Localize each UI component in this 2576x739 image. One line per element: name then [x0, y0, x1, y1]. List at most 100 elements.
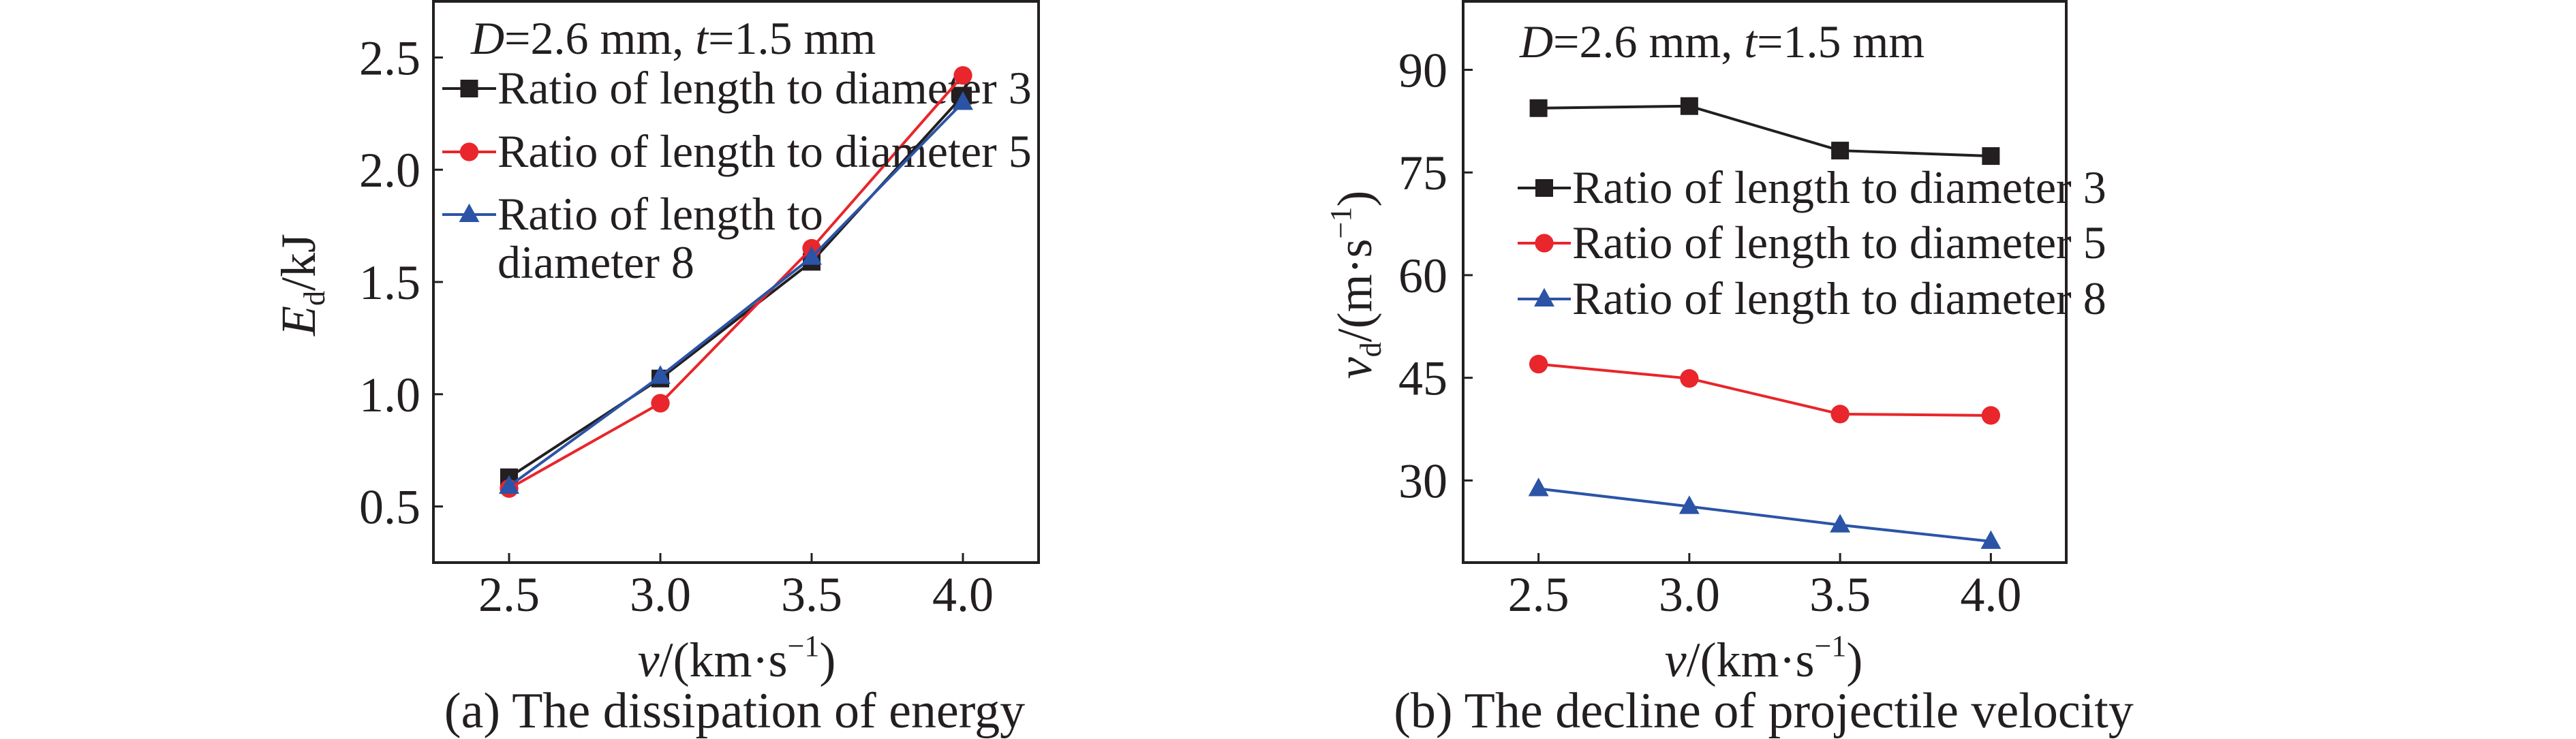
y-tick-label: 2.0 [359, 143, 420, 198]
text-span: /(m·s [1328, 238, 1382, 342]
legend-marker [460, 80, 478, 97]
y-tick-label: 0.5 [359, 480, 420, 535]
series-0 [1529, 97, 2000, 166]
text-span: =2.6 mm, [1553, 16, 1744, 67]
text-span: d [1354, 342, 1387, 357]
data-point [650, 365, 671, 384]
x-tick-label: 3.5 [1809, 567, 1871, 622]
text-span: v [1665, 633, 1687, 687]
legend-marker [1535, 179, 1553, 197]
series-line [1538, 487, 1991, 543]
x-tick-label: 2.5 [478, 567, 540, 622]
legend-entry-2: Ratio of length to diameter 8 [1518, 272, 2106, 324]
legend-entry-0: Ratio of length to diameter 3 [442, 62, 1032, 114]
data-point [953, 66, 972, 85]
series-line [1538, 104, 1991, 158]
y-tick-label: 30 [1398, 454, 1447, 508]
text-span: /(km·s [660, 633, 788, 687]
data-point [1982, 147, 2000, 166]
legend-entry-1: Ratio of length to diameter 5 [1518, 217, 2106, 268]
data-point [1529, 99, 1548, 117]
text-span: =1.5 mm [708, 12, 876, 64]
legend-label: Ratio of length to diameter 5 [497, 125, 1032, 177]
data-point [1831, 142, 1850, 160]
y-tick-label: 2.5 [359, 31, 420, 85]
y-tick-label: 75 [1398, 146, 1447, 200]
data-point [1678, 495, 1700, 514]
y-tick-label: 60 [1398, 249, 1447, 303]
text-span: ) [819, 633, 835, 687]
x-axis-label: v/(km·s−1) [1665, 629, 1863, 687]
data-point [1981, 406, 2001, 425]
plot-frame [1462, 0, 2068, 564]
text-span: ) [1846, 633, 1862, 687]
text-span: D [1519, 16, 1553, 67]
data-point [1830, 405, 1850, 424]
text-span: v [638, 633, 660, 687]
text-span: −1 [1815, 629, 1847, 663]
data-point [1529, 354, 1548, 374]
text-span: /kJ [271, 234, 326, 291]
data-point [801, 246, 822, 265]
x-tick-label: 3.0 [1659, 567, 1720, 622]
series-2 [1528, 477, 2002, 549]
parameter-annotation: D=2.6 mm, t=1.5 mm [1519, 16, 1925, 67]
data-point [499, 475, 519, 494]
text-span: t [695, 12, 709, 64]
legend-label: Ratio of length to [497, 188, 823, 240]
legend-entry-1: Ratio of length to diameter 5 [442, 125, 1032, 177]
panel-b: 2.5 3.0 3.5 4.03045607590v/(km·s−1)vd/(m·s−… [1324, 0, 2134, 739]
series-line [508, 101, 964, 488]
x-tick-label: 3.0 [630, 567, 691, 622]
parameter-annotation: D=2.6 mm, t=1.5 mm [470, 12, 876, 64]
text-span: E [271, 306, 326, 336]
data-point [1680, 369, 1699, 388]
y-axis-label: vd/(m·s−1) [1324, 191, 1387, 379]
data-point [1830, 514, 1851, 533]
text-span: d [298, 291, 331, 306]
y-tick-label: 1.0 [359, 368, 420, 422]
figure-caption: (a) The dissipation of energy [444, 683, 1025, 739]
x-tick-label: 4.0 [932, 567, 994, 622]
series-2 [499, 91, 973, 494]
legend-label: Ratio of length to diameter 3 [1572, 161, 2106, 213]
text-span: t [1744, 16, 1758, 67]
legend-entry-0: Ratio of length to diameter 3 [1518, 161, 2106, 213]
series-line [1538, 362, 1991, 417]
text-span: ) [1328, 191, 1382, 207]
data-point [953, 91, 973, 110]
legend-label: Ratio of length to diameter 5 [1572, 217, 2106, 268]
x-tick-label: 4.0 [1960, 567, 2021, 622]
y-tick-label: 90 [1398, 43, 1447, 97]
data-point [1528, 477, 1549, 497]
x-tick-label: 3.5 [781, 567, 842, 622]
y-tick-label: 45 [1398, 351, 1447, 406]
text-span: −1 [1324, 207, 1358, 239]
data-point [651, 394, 670, 413]
text-span: −1 [788, 629, 820, 663]
legend-label: Ratio of length to diameter 8 [1572, 272, 2106, 324]
figure-caption: (b) The decline of projectile velocity [1394, 683, 2134, 739]
legend-marker [459, 203, 480, 223]
series-1 [1529, 354, 2001, 425]
legend-label: diameter 8 [497, 236, 694, 288]
legend-marker [1535, 234, 1554, 253]
panel-a: 2.5 3.0 3.5 4.00.51.01.52.02.5v/(km·s−1)Ed/… [271, 0, 1040, 739]
text-span: /(km·s [1687, 633, 1815, 687]
x-tick-label: 2.5 [1508, 567, 1569, 622]
text-span: D [470, 12, 504, 64]
text-span: v [1328, 357, 1382, 379]
legend-marker [459, 142, 479, 161]
legend-marker [1534, 287, 1554, 307]
legend-label: Ratio of length to diameter 3 [497, 62, 1032, 114]
text-span: =1.5 mm [1757, 16, 1925, 67]
y-axis-label: Ed/kJ [271, 234, 331, 336]
x-axis-label: v/(km·s−1) [638, 629, 836, 687]
data-point [1980, 530, 2002, 549]
text-span: =2.6 mm, [504, 12, 695, 64]
y-tick-label: 1.5 [359, 255, 420, 310]
data-point [1680, 97, 1698, 115]
series-line [508, 74, 964, 490]
